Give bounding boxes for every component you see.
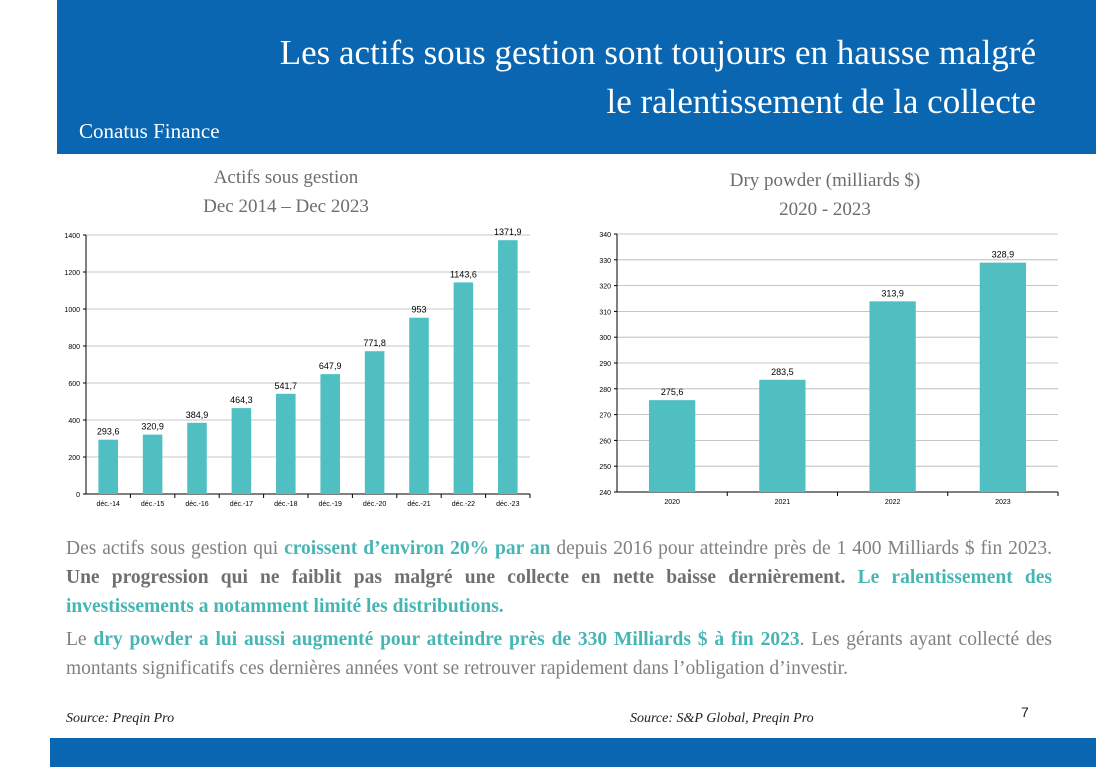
paragraph-dry-powder-text-2: . Les gérants ayant collecté des montant… [66,629,1052,679]
data-label: 384,9 [186,410,209,420]
aum-chart-title-line1: Actifs sous gestion [213,167,359,188]
y-tick-label: 1000 [64,307,80,314]
page-number: 7 [1021,704,1029,720]
y-tick-label: 1400 [64,233,80,240]
source-right: Source: S&P Global, Preqin Pro [630,711,814,726]
paragraph-aum-highlight-distributions: Le ralentissement des investissements a … [66,567,1053,617]
data-label: 293,6 [97,427,120,437]
paragraph-aum-text-3 [845,567,857,588]
bar [759,379,806,492]
x-tick-label: déc.-20 [363,501,386,508]
y-tick-label: 800 [68,344,80,351]
slide-title: Les actifs sous gestion sont toujours en… [136,28,1036,126]
bar [979,262,1027,492]
x-tick-label: déc.-18 [274,501,297,508]
slide-title-line2: le ralentissement de la collecte [606,82,1036,121]
x-tick-label: 2022 [885,499,901,506]
paragraph-dry-powder-text-1: Le [66,629,94,650]
x-tick-label: 2023 [995,499,1011,506]
aum-chart-title-line2: Dec 2014 – Dec 2023 [203,196,369,217]
data-label: 313,9 [881,288,904,298]
y-tick-label: 240 [599,490,611,497]
y-tick-label: 600 [68,381,80,388]
paragraph-dry-powder-highlight: dry powder a lui aussi augmenté pour att… [93,629,800,650]
x-tick-label: déc.-16 [185,501,208,508]
data-label: 464,3 [230,395,253,405]
aum-chart-title: Actifs sous gestion Dec 2014 – Dec 2023 [136,163,436,221]
paragraph-dry-powder: Le dry powder a lui aussi augmenté pour … [66,625,1052,683]
y-tick-label: 330 [599,258,611,265]
bar [231,408,252,494]
y-tick-label: 300 [599,335,611,342]
footer-banner [50,738,1096,767]
y-tick-label: 260 [599,438,611,445]
dry-powder-chart-title-line2: 2020 - 2023 [779,199,871,220]
bar [320,374,340,494]
y-tick-label: 0 [76,492,80,499]
x-tick-label: déc.-22 [452,501,475,508]
header-banner: Les actifs sous gestion sont toujours en… [57,0,1096,154]
slide-title-line1: Les actifs sous gestion sont toujours en… [279,33,1036,72]
paragraph-aum-highlight-growth: croissent d’environ 20% par an [284,538,551,559]
data-label: 1371,9 [494,227,522,237]
x-tick-label: déc.-23 [496,501,519,508]
data-label: 283,5 [771,367,794,377]
y-tick-label: 320 [599,284,611,291]
x-tick-label: déc.-19 [319,501,342,508]
bar [364,351,385,494]
y-tick-label: 250 [599,464,611,471]
y-tick-label: 340 [599,232,611,239]
paragraph-aum-text-1: Des actifs sous gestion qui [66,538,285,559]
data-label: 647,9 [319,361,342,371]
x-tick-label: 2021 [775,499,791,506]
paragraph-aum-bold: Une progression qui ne faiblit pas malgr… [66,567,846,588]
data-label: 275,6 [661,387,684,397]
paragraph-aum-text-2: depuis 2016 pour atteindre près de 1 400… [550,538,1053,559]
bar [648,400,696,492]
y-tick-label: 400 [68,418,80,425]
bar [409,317,429,494]
bar [276,393,296,494]
x-tick-label: déc.-14 [97,501,120,508]
dry-powder-chart-title-line1: Dry powder (milliards $) [729,170,921,191]
bar [187,422,207,494]
y-tick-label: 280 [599,387,611,394]
data-label: 541,7 [275,381,298,391]
data-label: 320,9 [141,422,164,432]
y-tick-label: 1200 [64,270,80,277]
bar [869,301,916,492]
y-tick-label: 290 [599,361,611,368]
paragraph-aum: Des actifs sous gestion qui croissent d’… [66,534,1052,621]
company-name: Conatus Finance [79,119,220,143]
x-tick-label: déc.-21 [407,501,430,508]
data-label: 953 [411,305,426,315]
data-label: 1143,6 [450,269,477,279]
source-left: Source: Preqin Pro [66,711,175,726]
data-label: 328,9 [992,250,1015,260]
x-tick-label: déc.-17 [230,501,253,508]
y-tick-label: 200 [68,455,80,462]
bar [453,282,474,494]
y-tick-label: 270 [599,413,611,420]
dry-powder-chart-title: Dry powder (milliards $) 2020 - 2023 [675,166,975,224]
x-tick-label: déc.-15 [141,501,164,508]
bar [98,439,118,494]
y-tick-label: 310 [599,309,611,316]
bar [142,434,163,494]
bar [498,240,518,494]
data-label: 771,8 [363,338,386,348]
x-tick-label: 2020 [664,499,680,506]
